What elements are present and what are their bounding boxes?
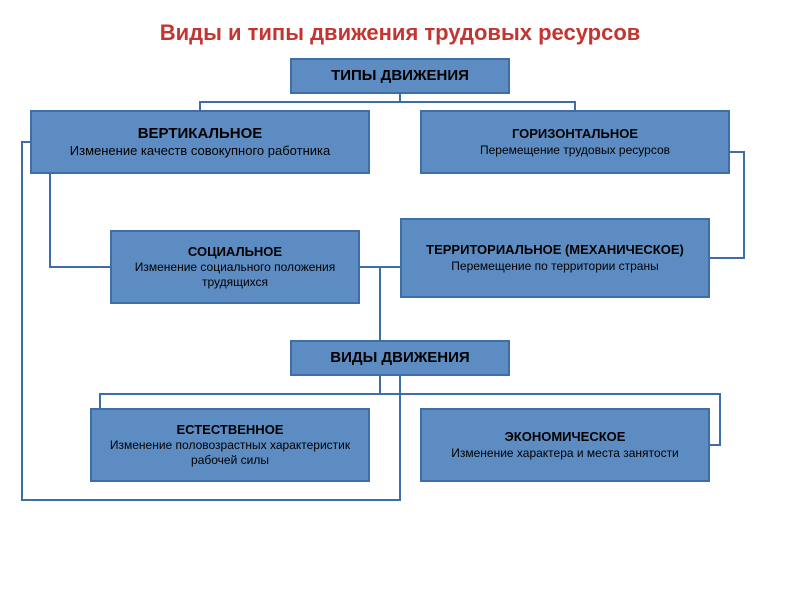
box-title: ЕСТЕСТВЕННОЕ [177, 422, 284, 438]
box-subtitle: Перемещение по территории страны [451, 259, 658, 274]
box-title: ТИПЫ ДВИЖЕНИЯ [331, 67, 469, 86]
box-subtitle: Изменение качеств совокупного работника [70, 143, 330, 159]
box-title: ГОРИЗОНТАЛЬНОЕ [512, 126, 638, 142]
box-subtitle: Изменение половозрастных характеристик р… [98, 438, 362, 468]
box-vertical: ВЕРТИКАЛЬНОЕ Изменение качеств совокупно… [30, 110, 370, 174]
box-social: СОЦИАЛЬНОЕ Изменение социального положен… [110, 230, 360, 304]
box-natural: ЕСТЕСТВЕННОЕ Изменение половозрастных ха… [90, 408, 370, 482]
box-title: ВЕРТИКАЛЬНОЕ [138, 125, 263, 144]
box-title: ТЕРРИТОРИАЛЬНОЕ (МЕХАНИЧЕСКОЕ) [426, 242, 684, 258]
box-economic: ЭКОНОМИЧЕСКОЕ Изменение характера и мест… [420, 408, 710, 482]
box-kinds-header: ВИДЫ ДВИЖЕНИЯ [290, 340, 510, 376]
box-horizontal: ГОРИЗОНТАЛЬНОЕ Перемещение трудовых ресу… [420, 110, 730, 174]
box-subtitle: Перемещение трудовых ресурсов [480, 143, 670, 158]
box-title: СОЦИАЛЬНОЕ [188, 244, 282, 260]
box-title: ЭКОНОМИЧЕСКОЕ [505, 429, 626, 445]
box-types-header: ТИПЫ ДВИЖЕНИЯ [290, 58, 510, 94]
box-territorial: ТЕРРИТОРИАЛЬНОЕ (МЕХАНИЧЕСКОЕ) Перемещен… [400, 218, 710, 298]
box-subtitle: Изменение социального положения трудящих… [118, 260, 352, 290]
page-title: Виды и типы движения трудовых ресурсов [0, 20, 800, 46]
box-title: ВИДЫ ДВИЖЕНИЯ [330, 349, 469, 368]
box-subtitle: Изменение характера и места занятости [451, 446, 679, 461]
